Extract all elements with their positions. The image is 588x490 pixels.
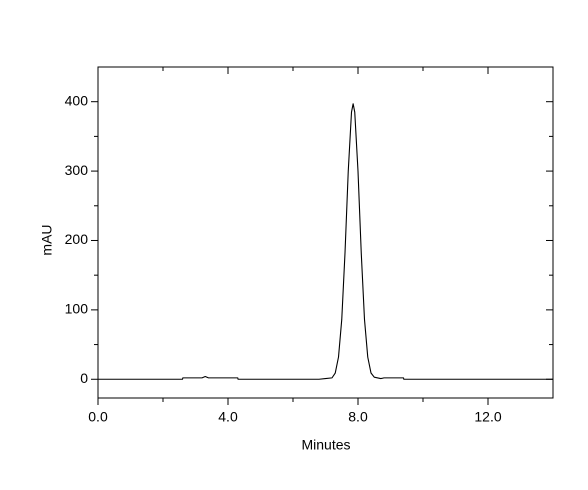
x-tick-label: 0.0 <box>88 409 108 425</box>
y-axis-label: mAU <box>39 224 55 255</box>
y-tick-label: 300 <box>65 162 89 178</box>
y-tick-label: 0 <box>80 370 88 386</box>
plot-frame <box>97 66 554 399</box>
y-tick-label: 100 <box>65 301 89 317</box>
chromatogram-line <box>98 103 553 380</box>
y-tick-label: 200 <box>65 231 89 247</box>
y-tick-label: 400 <box>65 92 89 108</box>
x-tick-label: 8.0 <box>348 409 368 425</box>
x-axis-label: Minutes <box>301 437 350 453</box>
x-tick-label: 12.0 <box>474 409 501 425</box>
x-tick-label: 4.0 <box>218 409 238 425</box>
